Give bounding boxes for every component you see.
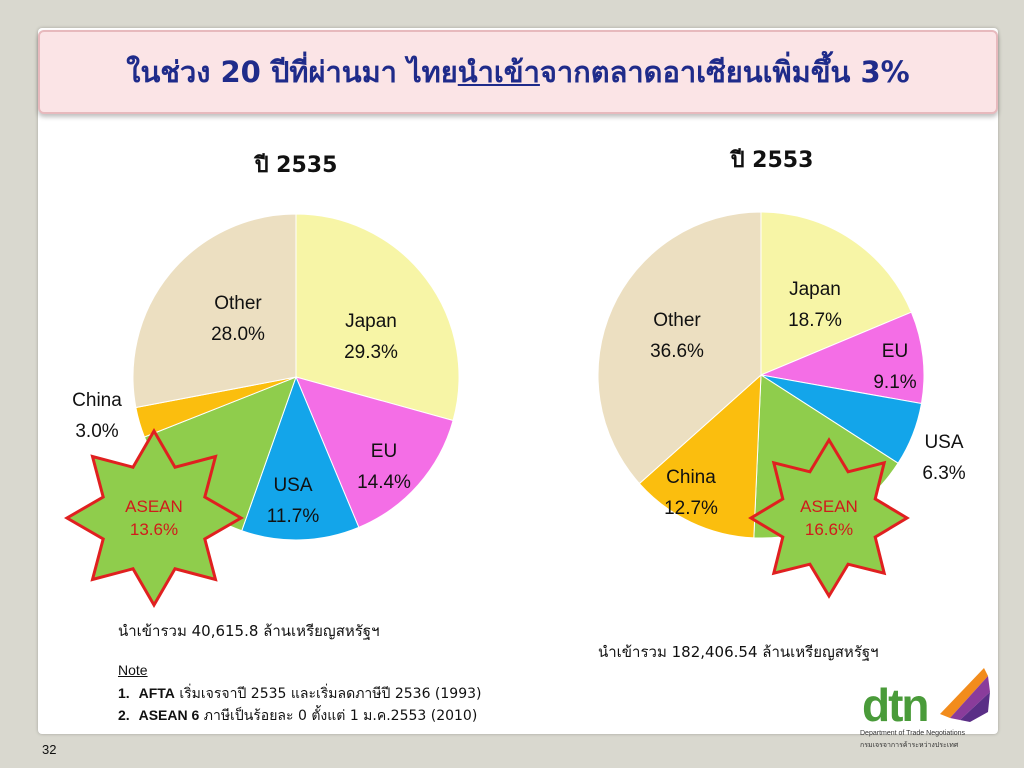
slice-label-china: China 3.0%	[72, 390, 122, 442]
slice-label-other: Other 28.0%	[211, 293, 265, 345]
pie-slice-eu	[759, 311, 925, 405]
title-part-pre: ในช่วง 20 ปีที่ผ่านมา ไทย	[126, 55, 458, 89]
note-item-1: 1. AFTA เริ่มเจรจาปี 2535 และเริ่มลดภาษี…	[118, 683, 481, 705]
note-1-text: เริ่มเจรจาปี 2535 และเริ่มลดภาษีปี 2536 …	[174, 686, 482, 702]
asean-label: ASEAN 13.6%	[125, 497, 183, 539]
logo-word: dtn	[862, 679, 930, 731]
pie-slice-usa	[241, 375, 360, 541]
total-imports-2553: นำเข้ารวม 182,406.54 ล้านเหรียญสหรัฐฯ	[598, 643, 879, 661]
asean-star-badge	[64, 428, 244, 608]
total-imports-2535: นำเข้ารวม 40,615.8 ล้านเหรียญสหรัฐฯ	[118, 622, 380, 640]
slice-label-usa: USA 11.7%	[267, 475, 320, 527]
title-part-post: จากตลาดอาเซียนเพิ่มขึ้น 3%	[539, 55, 910, 89]
note-heading: Note	[118, 662, 148, 678]
logo-thai-name: กรมเจรจาการค้าระหว่างประเทศ	[860, 741, 959, 749]
pie-slice-china	[638, 373, 762, 539]
slice-label-japan: Japan 18.7%	[788, 279, 842, 331]
asean-label: ASEAN 16.6%	[800, 497, 858, 539]
pie-slice-other	[132, 213, 297, 409]
note-1-bold: AFTA	[138, 685, 175, 701]
chart-title-2: ปี 2553	[729, 148, 813, 173]
slice-label-eu: EU 14.4%	[357, 441, 411, 493]
slice-label-usa: USA 6.3%	[922, 432, 965, 484]
page-number: 32	[42, 742, 57, 757]
title-part-underlined: นำเข้า	[457, 55, 540, 89]
chart-title-1: ปี 2535	[253, 153, 337, 178]
slice-label-japan: Japan 29.3%	[344, 311, 398, 363]
slice-label-other: Other 36.6%	[650, 310, 704, 362]
pie-slice-japan	[760, 211, 913, 376]
note-2-number: 2.	[118, 707, 130, 723]
note-item-2: 2. ASEAN 6 ภาษีเป็นร้อยละ 0 ตั้งแต่ 1 ม.…	[118, 705, 477, 727]
pie-slice-eu	[295, 376, 454, 529]
slice-label-eu: EU 9.1%	[873, 341, 916, 393]
asean-star-badge	[748, 437, 910, 599]
logo-swoosh-icon	[940, 668, 990, 722]
note-2-bold: ASEAN 6	[138, 707, 200, 723]
dtn-logo: dtn Department of Trade Negotiations กรม…	[852, 662, 1002, 752]
page-title: ในช่วง 20 ปีที่ผ่านมา ไทยนำเข้าจากตลาดอา…	[40, 32, 996, 112]
pie-slice-other	[597, 211, 762, 485]
note-2-text: ภาษีเป็นร้อยละ 0 ตั้งแต่ 1 ม.ค.2553 (201…	[199, 708, 478, 724]
logo-english-name: Department of Trade Negotiations	[860, 730, 966, 737]
pie-chart-2: ปี 2553 Japan 18.7% EU 9.1%USA 6.3% China 12.7%…	[597, 148, 966, 599]
slice-label-china: China 12.7%	[664, 467, 718, 519]
title-banner: ในช่วง 20 ปีที่ผ่านมา ไทยนำเข้าจากตลาดอา…	[38, 30, 998, 114]
pie-slice-japan	[295, 213, 460, 422]
note-1-number: 1.	[118, 685, 130, 701]
pie-chart-1: ปี 2535 Japan 29.3% EU 14.4% USA 11.7% China 3.0…	[64, 153, 460, 608]
